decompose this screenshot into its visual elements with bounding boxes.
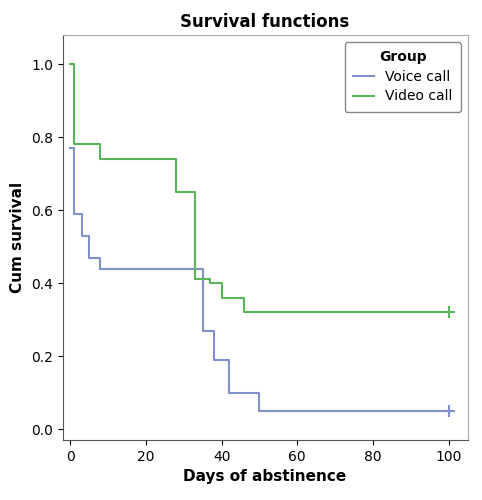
Voice call: [86, 254, 92, 260]
Y-axis label: Cum survival: Cum survival: [11, 182, 26, 293]
Video call: [275, 310, 281, 316]
Video call: [241, 294, 247, 300]
Video call: [219, 280, 225, 286]
Video call: [192, 276, 198, 282]
Video call: [241, 310, 247, 316]
Voice call: [256, 408, 262, 414]
Voice call: [135, 266, 141, 272]
Voice call: [154, 266, 160, 272]
Video call: [219, 294, 225, 300]
Voice call: [67, 145, 73, 151]
Video call: [71, 142, 77, 148]
Voice call: [200, 328, 205, 334]
Video call: [446, 310, 452, 316]
Voice call: [98, 266, 104, 272]
Voice call: [120, 266, 126, 272]
Voice call: [120, 266, 126, 272]
Video call: [174, 156, 179, 162]
Voice call: [283, 408, 289, 414]
Video call: [98, 156, 104, 162]
Video call: [207, 280, 213, 286]
Voice call: [79, 232, 84, 238]
Video call: [192, 189, 198, 195]
Video call: [174, 189, 179, 195]
Line: Voice call: Voice call: [70, 148, 449, 411]
Voice call: [226, 356, 232, 362]
Video call: [207, 276, 213, 282]
Voice call: [79, 211, 84, 217]
Video call: [67, 61, 73, 67]
Voice call: [226, 390, 232, 396]
Title: Survival functions: Survival functions: [180, 12, 350, 30]
Voice call: [174, 266, 179, 272]
Voice call: [71, 211, 77, 217]
Voice call: [211, 328, 217, 334]
Voice call: [446, 408, 452, 414]
X-axis label: Days of abstinence: Days of abstinence: [184, 470, 347, 484]
Video call: [71, 61, 77, 67]
Voice call: [200, 266, 205, 272]
Voice call: [211, 356, 217, 362]
Voice call: [174, 266, 179, 272]
Voice call: [283, 408, 289, 414]
Line: Video call: Video call: [70, 64, 449, 312]
Voice call: [86, 232, 92, 238]
Legend: Voice call, Video call: Voice call, Video call: [345, 42, 461, 112]
Voice call: [98, 254, 104, 260]
Voice call: [71, 145, 77, 151]
Voice call: [154, 266, 160, 272]
Voice call: [135, 266, 141, 272]
Video call: [98, 142, 104, 148]
Video call: [275, 310, 281, 316]
Voice call: [256, 390, 262, 396]
